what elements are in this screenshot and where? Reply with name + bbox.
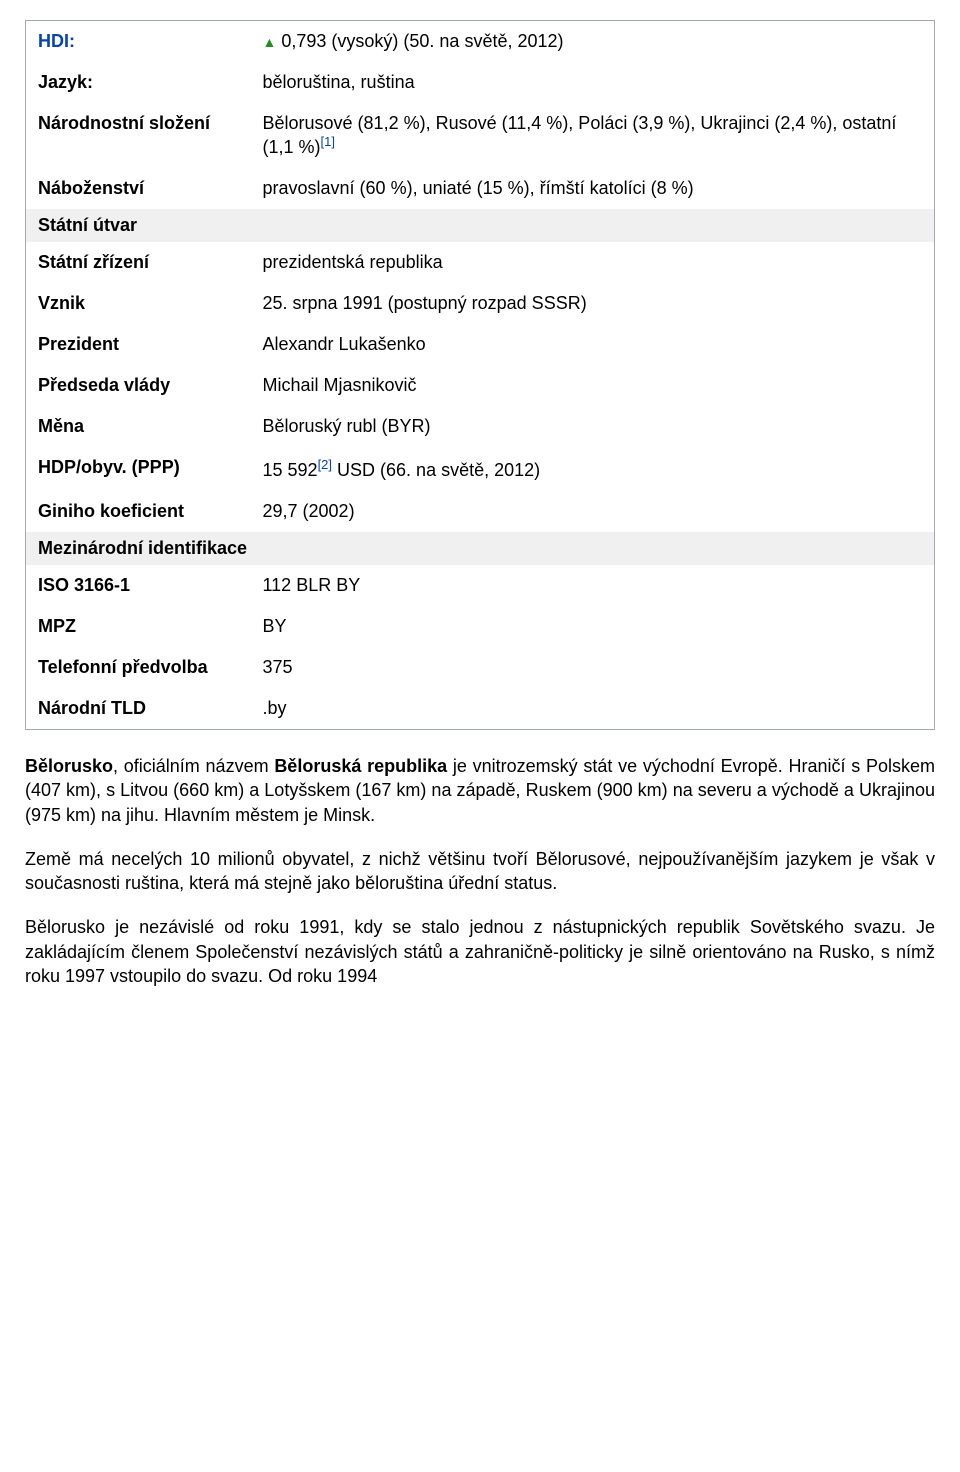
value-ethnic: Bělorusové (81,2 %), Rusové (11,4 %), Po… bbox=[251, 103, 935, 168]
section-intl-id: Mezinárodní identifikace bbox=[26, 532, 935, 565]
value-president: Alexandr Lukašenko bbox=[251, 324, 935, 365]
label-gdp: HDP/obyv. (PPP) bbox=[26, 447, 251, 491]
label-phone: Telefonní předvolba bbox=[26, 647, 251, 688]
label-language: Jazyk: bbox=[26, 62, 251, 103]
section-state-entity: Státní útvar bbox=[26, 209, 935, 242]
paragraph-1: Bělorusko, oficiálním názvem Běloruská r… bbox=[25, 754, 935, 827]
label-pm: Předseda vlády bbox=[26, 365, 251, 406]
value-phone: 375 bbox=[251, 647, 935, 688]
triangle-icon: ▲ bbox=[263, 34, 277, 50]
paragraph-3: Bělorusko je nezávislé od roku 1991, kdy… bbox=[25, 915, 935, 988]
row-gdp: HDP/obyv. (PPP) 15 592[2] USD (66. na sv… bbox=[26, 447, 935, 491]
row-hdi: HDI: ▲ 0,793 (vysoký) (50. na světě, 201… bbox=[26, 21, 935, 63]
label-religion: Náboženství bbox=[26, 168, 251, 209]
label-iso: ISO 3166-1 bbox=[26, 565, 251, 606]
label-gini: Giniho koeficient bbox=[26, 491, 251, 532]
value-pm: Michail Mjasnikovič bbox=[251, 365, 935, 406]
label-state-entity: Státní útvar bbox=[26, 209, 935, 242]
infobox-table: HDI: ▲ 0,793 (vysoký) (50. na světě, 201… bbox=[25, 20, 935, 730]
row-mpz: MPZ BY bbox=[26, 606, 935, 647]
value-language: běloruština, ruština bbox=[251, 62, 935, 103]
row-pm: Předseda vlády Michail Mjasnikovič bbox=[26, 365, 935, 406]
label-tld: Národní TLD bbox=[26, 688, 251, 730]
value-founded: 25. srpna 1991 (postupný rozpad SSSR) bbox=[251, 283, 935, 324]
value-iso: 112 BLR BY bbox=[251, 565, 935, 606]
paragraph-2: Země má necelých 10 milionů obyvatel, z … bbox=[25, 847, 935, 896]
value-mpz: BY bbox=[251, 606, 935, 647]
label-ethnic: Národnostní složení bbox=[26, 103, 251, 168]
row-language: Jazyk: běloruština, ruština bbox=[26, 62, 935, 103]
row-founded: Vznik 25. srpna 1991 (postupný rozpad SS… bbox=[26, 283, 935, 324]
value-tld: .by bbox=[251, 688, 935, 730]
ref-2-link[interactable]: [2] bbox=[318, 457, 332, 472]
ref-1-link[interactable]: [1] bbox=[321, 134, 335, 149]
row-tld: Národní TLD .by bbox=[26, 688, 935, 730]
value-hdi: ▲ 0,793 (vysoký) (50. na světě, 2012) bbox=[251, 21, 935, 63]
value-gov-form: prezidentská republika bbox=[251, 242, 935, 283]
value-gini: 29,7 (2002) bbox=[251, 491, 935, 532]
row-gini: Giniho koeficient 29,7 (2002) bbox=[26, 491, 935, 532]
label-intl-id: Mezinárodní identifikace bbox=[26, 532, 935, 565]
label-mpz: MPZ bbox=[26, 606, 251, 647]
label-hdi: HDI: bbox=[26, 21, 251, 63]
value-currency: Běloruský rubl (BYR) bbox=[251, 406, 935, 447]
label-president: Prezident bbox=[26, 324, 251, 365]
row-ethnic: Národnostní složení Bělorusové (81,2 %),… bbox=[26, 103, 935, 168]
value-gdp: 15 592[2] USD (66. na světě, 2012) bbox=[251, 447, 935, 491]
label-founded: Vznik bbox=[26, 283, 251, 324]
row-currency: Měna Běloruský rubl (BYR) bbox=[26, 406, 935, 447]
row-iso: ISO 3166-1 112 BLR BY bbox=[26, 565, 935, 606]
row-phone: Telefonní předvolba 375 bbox=[26, 647, 935, 688]
row-president: Prezident Alexandr Lukašenko bbox=[26, 324, 935, 365]
value-religion: pravoslavní (60 %), uniaté (15 %), římšt… bbox=[251, 168, 935, 209]
label-gov-form: Státní zřízení bbox=[26, 242, 251, 283]
row-gov-form: Státní zřízení prezidentská republika bbox=[26, 242, 935, 283]
row-religion: Náboženství pravoslavní (60 %), uniaté (… bbox=[26, 168, 935, 209]
label-currency: Měna bbox=[26, 406, 251, 447]
